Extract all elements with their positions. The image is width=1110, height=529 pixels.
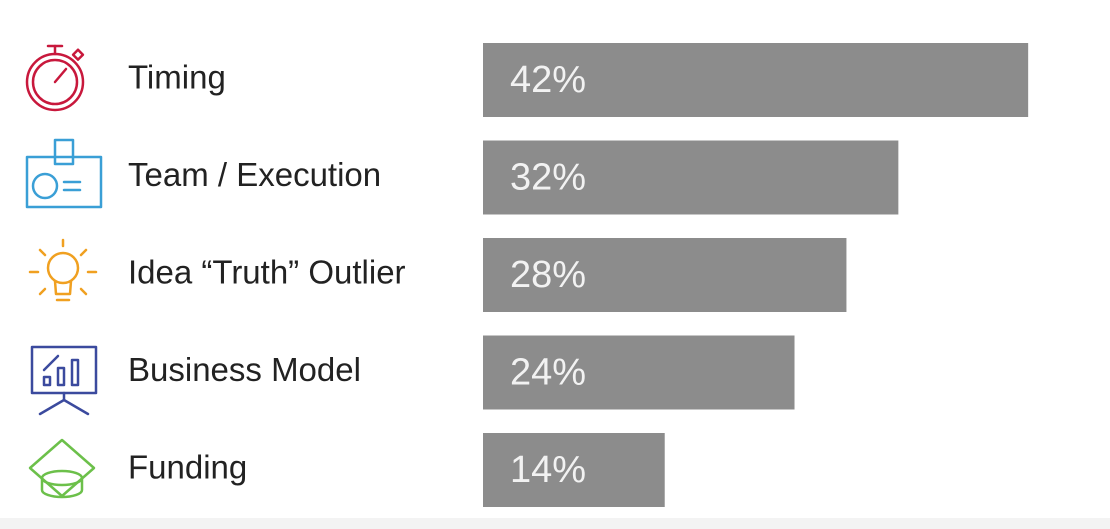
timing-icon (25, 44, 85, 112)
team-icon (25, 138, 103, 209)
idea-icon (28, 238, 98, 302)
bar (483, 433, 665, 507)
category-label: Funding (128, 449, 247, 486)
category-label: Business Model (128, 351, 361, 388)
bottom-strip (0, 518, 1110, 529)
value-label: 28% (510, 254, 586, 296)
category-label: Timing (128, 59, 226, 96)
value-label: 42% (510, 59, 586, 101)
value-label: 14% (510, 449, 586, 491)
business-icon (30, 345, 98, 416)
bar (483, 140, 899, 215)
value-label: 32% (510, 157, 586, 199)
funding-icon (28, 438, 96, 499)
bar (483, 238, 847, 312)
bar (483, 43, 1029, 117)
bar (483, 335, 795, 410)
category-label: Team / Execution (128, 156, 381, 193)
category-label: Idea “Truth” Outlier (128, 254, 406, 291)
value-label: 24% (510, 352, 586, 394)
